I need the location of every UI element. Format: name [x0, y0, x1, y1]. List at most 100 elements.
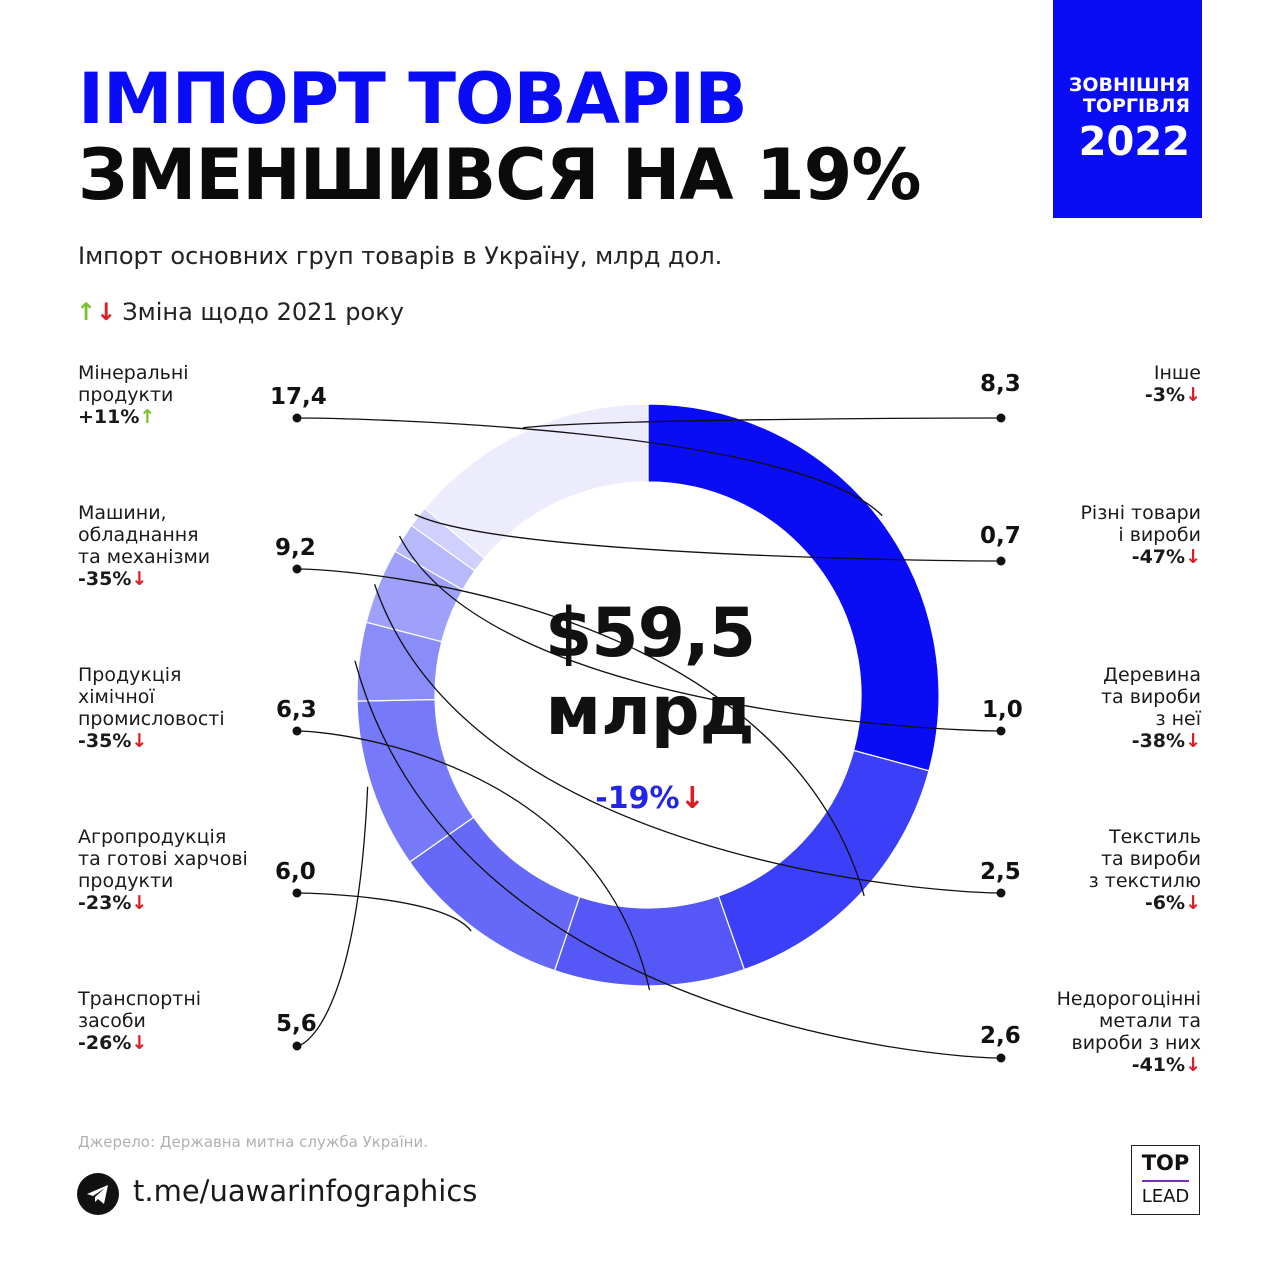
page-title-line2: ЗМЕНШИВСЯ НА 19% — [78, 134, 922, 216]
category-name-line: засоби — [78, 1010, 146, 1032]
category-name-line: і вироби — [1118, 524, 1201, 546]
category-name-line: промисловості — [78, 708, 225, 730]
category-change: -3% — [1144, 384, 1186, 406]
category-name-line: та вироби — [1100, 686, 1201, 708]
category-label: Машини, обладнання та механізми -35%↓ — [78, 502, 210, 590]
total-change-value: -19% — [595, 781, 680, 816]
leader-line — [296, 786, 369, 1047]
chart-subtitle: Імпорт основних груп товарів в Україну, … — [78, 242, 723, 270]
legend-text: Зміна щодо 2021 року — [122, 298, 404, 326]
category-value: 6,3 — [276, 697, 317, 723]
category-label: Продукція хімічної промисловості -35%↓ — [78, 664, 225, 752]
category-change: -35% — [78, 568, 132, 590]
brand-divider — [1142, 1180, 1189, 1182]
category-label: Транспортні засоби -26%↓ — [78, 988, 201, 1054]
leader-line — [373, 584, 1002, 894]
down-arrow-icon: ↓ — [1185, 1054, 1201, 1076]
down-arrow-icon: ↓ — [131, 892, 148, 914]
category-name-line: Текстиль — [1109, 826, 1201, 848]
badge-line1: ЗОВНІШНЯ — [1068, 74, 1190, 96]
donut-slice — [423, 403, 649, 560]
category-name-line: з неї — [1155, 708, 1201, 730]
category-value: 17,4 — [270, 384, 327, 410]
leader-line — [296, 730, 651, 991]
telegram-plane-icon — [87, 1185, 108, 1204]
donut-slice — [553, 895, 746, 987]
category-change: -23% — [78, 892, 132, 914]
down-arrow-icon: ↓ — [131, 1032, 148, 1054]
leader-line — [296, 568, 865, 896]
leader-dot — [996, 556, 1006, 566]
down-arrow-icon: ↓ — [1185, 546, 1201, 568]
category-label: Різні товари і вироби -47%↓ — [1080, 502, 1201, 568]
category-label: Агропродукція та готові харчові продукти -2… — [78, 826, 248, 914]
topic-badge: ЗОВНІШНЯ ТОРГІВЛЯ 2022 — [1053, 0, 1202, 218]
brand-bottom: LEAD — [1141, 1186, 1190, 1207]
category-change: -41% — [1131, 1054, 1186, 1076]
badge-line2: ТОРГІВЛЯ — [1082, 95, 1190, 117]
category-name-line: Агропродукція — [78, 826, 227, 848]
category-change: -6% — [1144, 892, 1186, 914]
category-label: Недорогоцінні метали та вироби з них -41%↓ — [1057, 988, 1201, 1076]
category-name-line: Мінеральні — [78, 362, 189, 384]
category-change: -38% — [1131, 730, 1186, 752]
category-name-line: продукти — [78, 870, 174, 892]
category-name-line: та механізми — [78, 546, 211, 568]
donut-slice — [647, 403, 940, 772]
category-value: 0,7 — [980, 523, 1021, 549]
leader-line — [354, 660, 1002, 1059]
telegram-link[interactable]: t.me/uawarinfographics — [133, 1174, 478, 1208]
category-name-line: Транспортні — [78, 988, 202, 1010]
category-value: 5,6 — [276, 1011, 317, 1037]
category-label: Деревина та вироби з неї -38%↓ — [1101, 664, 1201, 752]
leader-dot — [292, 888, 302, 898]
leader-dot — [292, 1041, 302, 1051]
brand-logo: TOP LEAD — [1131, 1145, 1200, 1215]
category-value: 6,0 — [275, 859, 316, 885]
category-value: 1,0 — [982, 697, 1023, 723]
category-label: Інше -3%↓ — [1145, 362, 1201, 406]
leader-dot — [996, 1053, 1006, 1063]
category-name-line: та вироби — [1100, 848, 1201, 870]
down-arrow-icon: ↓ — [1185, 384, 1201, 406]
category-name-line: Недорогоцінні — [1056, 988, 1201, 1010]
leader-dot — [292, 564, 302, 574]
category-value: 2,6 — [980, 1023, 1021, 1049]
category-value: 2,5 — [980, 859, 1021, 885]
category-value: 8,3 — [980, 371, 1021, 397]
category-label: Текстиль та вироби з текстилю -6%↓ — [1089, 826, 1201, 914]
down-arrow-icon: ↓ — [131, 730, 148, 752]
leader-line — [398, 535, 1002, 732]
leader-dot — [996, 413, 1006, 423]
category-name-line: вироби з них — [1071, 1032, 1202, 1054]
category-name-line: Машини, — [78, 502, 167, 524]
telegram-icon[interactable] — [77, 1173, 119, 1215]
leader-line — [414, 513, 1002, 562]
leader-dot — [292, 413, 302, 423]
category-name-line: Продукція — [78, 664, 182, 686]
category-value: 9,2 — [275, 535, 316, 561]
leader-dot — [292, 726, 302, 736]
change-legend: ↑↓ Зміна щодо 2021 року — [76, 298, 404, 326]
category-name-line: Різні товари — [1080, 502, 1201, 524]
down-arrow-icon: ↓ — [679, 781, 705, 816]
down-arrow-icon: ↓ — [1185, 892, 1201, 914]
category-name-line: метали та — [1099, 1010, 1201, 1032]
total-amount: $59,5 — [544, 594, 756, 673]
category-change: -26% — [78, 1032, 132, 1054]
source-note: Джерело: Державна митна служба України. — [78, 1133, 428, 1151]
total-unit: млрд — [545, 672, 755, 751]
category-change: -47% — [1131, 546, 1186, 568]
category-change: -35% — [78, 730, 132, 752]
category-name-line: з текстилю — [1088, 870, 1201, 892]
category-label: Мінеральні продукти +11%↑ — [78, 362, 189, 428]
leader-dot — [996, 726, 1006, 736]
up-down-arrows-icon: ↑↓ — [76, 298, 117, 326]
down-arrow-icon: ↓ — [1185, 730, 1201, 752]
up-arrow-icon: ↑ — [139, 406, 156, 428]
page-title-line1: ІМПОРТ ТОВАРІВ — [78, 58, 748, 140]
category-change: +11% — [78, 406, 140, 428]
badge-year: 2022 — [1078, 119, 1190, 165]
category-name-line: обладнання — [78, 524, 199, 546]
